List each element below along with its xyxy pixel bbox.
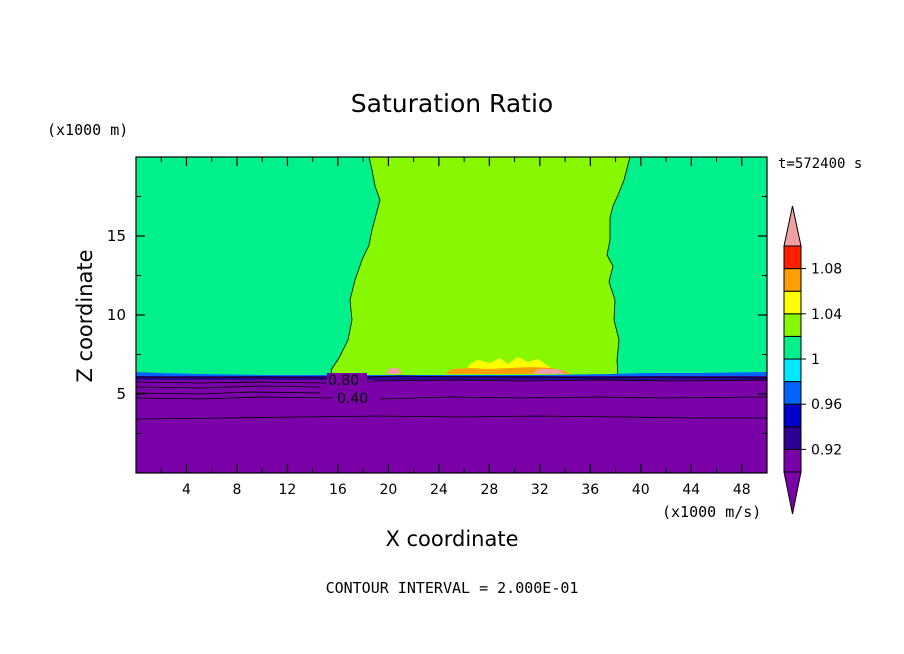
region-red-patch-right <box>532 369 566 374</box>
x-unit-label: (x1000 m/s) <box>662 503 761 521</box>
y-tick-label: 5 <box>116 385 126 403</box>
colorbar-under-arrow <box>783 471 802 515</box>
y-tick-label: 15 <box>107 227 126 245</box>
contour-label-bg <box>327 373 367 387</box>
x-tick-label: 8 <box>232 482 241 498</box>
x-tick-label: 12 <box>279 482 297 498</box>
plot-area <box>136 157 767 473</box>
colorbar-segment <box>783 448 802 473</box>
colorbar-label: 0.96 <box>811 397 842 413</box>
colorbar-over-arrow <box>783 205 802 247</box>
contour-line <box>136 375 767 379</box>
x-tick-label: 28 <box>480 482 498 498</box>
x-tick-label: 40 <box>632 482 650 498</box>
y-axis-label: Z coordinate <box>73 249 97 382</box>
x-tick-label: 44 <box>682 482 700 498</box>
colorbar-segment <box>783 290 802 315</box>
x-tick-label: 16 <box>329 482 347 498</box>
colorbar-label: 1.04 <box>811 307 842 323</box>
contour-line <box>371 379 767 382</box>
contour-line <box>136 396 333 400</box>
colorbar-segment <box>783 426 802 450</box>
x-axis: 4 8 12 16 20 24 28 32 36 40 44 48 <box>160 157 751 498</box>
colorbar-segment <box>783 313 802 337</box>
colorbar-segment <box>783 335 802 360</box>
x-axis-label: X coordinate <box>385 527 518 551</box>
colorbar-label: 1 <box>811 352 820 368</box>
colorbar-segment <box>783 268 802 292</box>
contour-line <box>136 391 321 395</box>
colorbar-segment <box>783 358 802 383</box>
x-tick-label: 36 <box>581 482 599 498</box>
colorbar-segment <box>783 403 802 428</box>
region-red-patch-left <box>386 368 402 374</box>
contour-label-040: 0.40 <box>337 391 368 407</box>
y-axis: 5 10 15 <box>107 196 767 434</box>
colorbar-label: 0.92 <box>811 442 842 458</box>
region-lower-transition <box>136 376 767 380</box>
colorbar-segment <box>783 245 802 270</box>
x-tick-label: 24 <box>430 482 448 498</box>
contour-label-080: 0.80 <box>328 373 359 389</box>
contour-line <box>136 415 767 420</box>
contour-line <box>379 396 767 400</box>
y-unit-label: (x1000 m) <box>47 121 128 139</box>
x-tick-label: 20 <box>379 482 397 498</box>
contour-line <box>136 385 321 389</box>
x-tick-label: 32 <box>531 482 549 498</box>
region-lower-layer <box>136 377 767 473</box>
x-tick-label: 4 <box>182 482 191 498</box>
chart-title: Saturation Ratio <box>351 89 553 118</box>
colorbar: 0.92 0.96 1 1.04 1.08 <box>783 205 842 515</box>
x-tick-label: 48 <box>733 482 751 498</box>
colorbar-segment <box>783 381 802 405</box>
time-label: t=572400 s <box>778 156 862 172</box>
contour-label-bg <box>334 390 377 404</box>
y-tick-label: 10 <box>107 306 126 324</box>
colorbar-label: 1.08 <box>811 262 842 278</box>
contour-interval-footer: CONTOUR INTERVAL = 2.000E-01 <box>326 579 579 597</box>
